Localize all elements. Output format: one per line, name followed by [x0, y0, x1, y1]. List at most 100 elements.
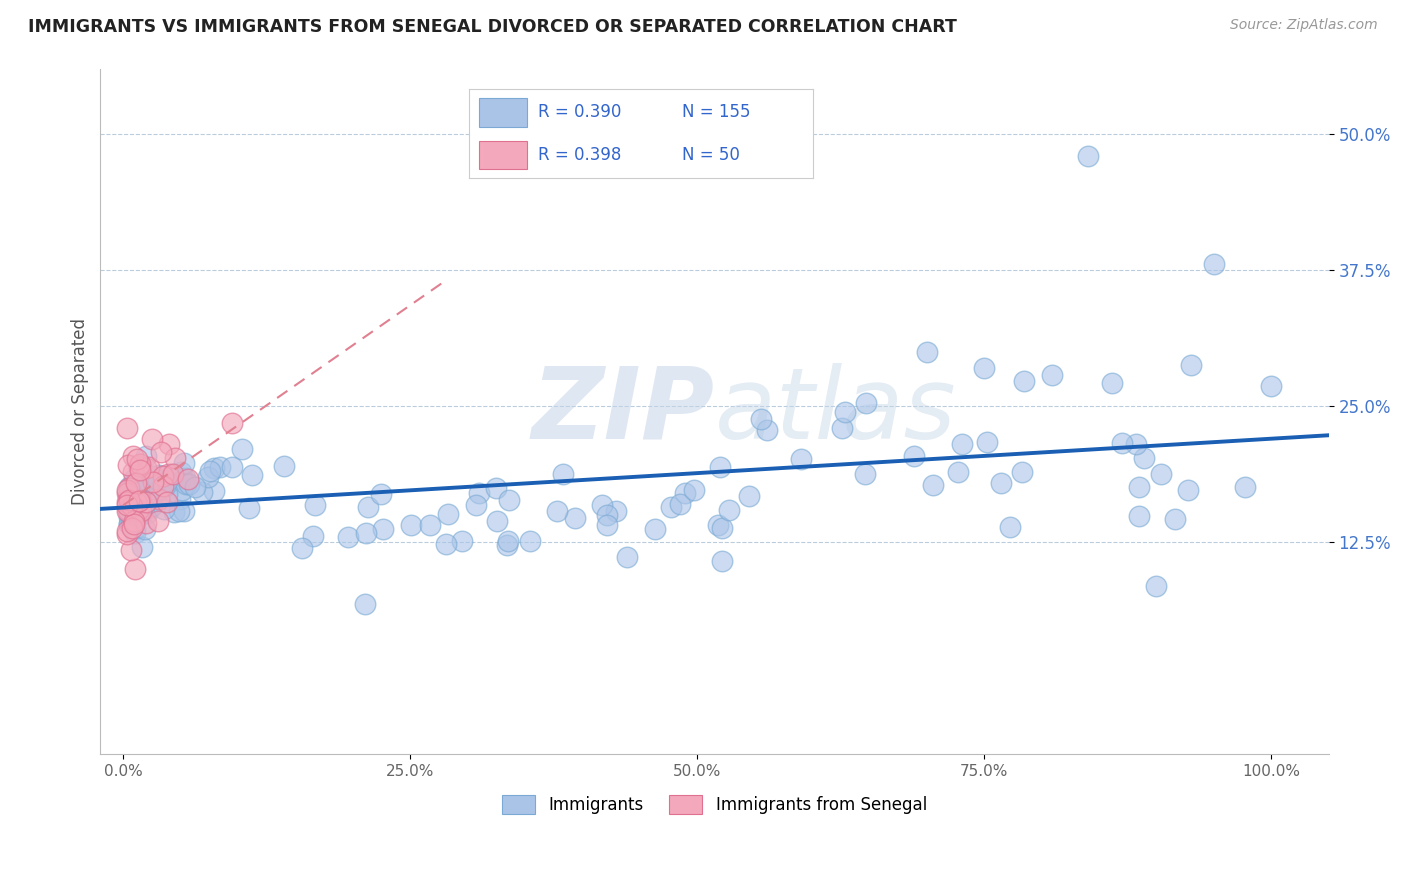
Point — [125, 495, 148, 509]
Point — [118, 510, 141, 524]
Point — [948, 465, 970, 479]
Point — [142, 475, 165, 490]
Point — [141, 498, 163, 512]
Point — [165, 451, 187, 466]
Point — [146, 474, 169, 488]
Point — [121, 503, 143, 517]
Point — [131, 486, 153, 500]
Point — [148, 514, 170, 528]
Point — [149, 445, 172, 459]
Point — [125, 510, 148, 524]
Point — [118, 517, 141, 532]
Point — [115, 483, 138, 498]
Point — [139, 500, 162, 515]
Point — [118, 480, 141, 494]
Point — [591, 498, 613, 512]
Point — [336, 530, 359, 544]
Point — [496, 538, 519, 552]
Point — [990, 476, 1012, 491]
Point — [706, 517, 728, 532]
Point — [790, 451, 813, 466]
Point — [682, 483, 704, 497]
Point — [1260, 379, 1282, 393]
Point — [121, 499, 143, 513]
Point — [710, 554, 733, 568]
Point — [668, 497, 690, 511]
Point — [120, 516, 142, 531]
Point — [124, 475, 146, 489]
Point — [1125, 437, 1147, 451]
Point — [709, 460, 731, 475]
Point — [135, 461, 157, 475]
Point — [673, 486, 696, 500]
Point — [148, 483, 170, 498]
Point — [135, 506, 157, 520]
Point — [150, 475, 173, 489]
Point — [710, 521, 733, 535]
Point — [139, 469, 162, 483]
Point — [231, 442, 253, 457]
Point — [302, 529, 325, 543]
Point — [121, 486, 143, 500]
Point — [357, 500, 380, 514]
Point — [221, 459, 243, 474]
Point — [304, 498, 326, 512]
Point — [148, 492, 170, 507]
Point — [1040, 368, 1063, 383]
Point — [197, 470, 219, 484]
Point — [172, 472, 194, 486]
Point — [1150, 467, 1173, 482]
Point — [1180, 358, 1202, 372]
Point — [115, 494, 138, 508]
Point — [184, 480, 207, 494]
Point — [118, 487, 141, 501]
Point — [138, 484, 160, 499]
Point — [738, 489, 761, 503]
Point — [1077, 148, 1099, 162]
Point — [129, 504, 152, 518]
Point — [122, 450, 145, 464]
Point — [121, 504, 143, 518]
Point — [1128, 509, 1150, 524]
Point — [138, 460, 160, 475]
Point — [1133, 451, 1156, 466]
Point — [177, 472, 200, 486]
Point — [644, 523, 666, 537]
Point — [118, 500, 141, 515]
Point — [519, 534, 541, 549]
Point — [616, 550, 638, 565]
Point — [152, 479, 174, 493]
Point — [202, 484, 225, 499]
Point — [125, 476, 148, 491]
Point — [129, 508, 152, 522]
Point — [139, 483, 162, 498]
Point — [177, 477, 200, 491]
Point — [118, 492, 141, 507]
Point — [120, 516, 142, 531]
Point — [399, 518, 422, 533]
Point — [122, 514, 145, 528]
Point — [118, 497, 141, 511]
Point — [115, 420, 138, 434]
Point — [124, 522, 146, 536]
Text: Source: ZipAtlas.com: Source: ZipAtlas.com — [1230, 18, 1378, 32]
Point — [124, 526, 146, 541]
Point — [135, 494, 157, 508]
Point — [354, 597, 377, 611]
Point — [125, 483, 148, 497]
Point — [546, 503, 568, 517]
Point — [117, 499, 139, 513]
Point — [121, 521, 143, 535]
Legend: Immigrants, Immigrants from Senegal: Immigrants, Immigrants from Senegal — [502, 795, 927, 814]
Point — [139, 469, 162, 483]
Point — [419, 517, 441, 532]
Point — [127, 451, 149, 466]
Point — [117, 502, 139, 516]
Point — [174, 476, 197, 491]
Point — [903, 449, 925, 463]
Point — [128, 492, 150, 507]
Point — [122, 516, 145, 531]
Point — [118, 481, 141, 495]
Point — [170, 483, 193, 497]
Point — [152, 469, 174, 483]
